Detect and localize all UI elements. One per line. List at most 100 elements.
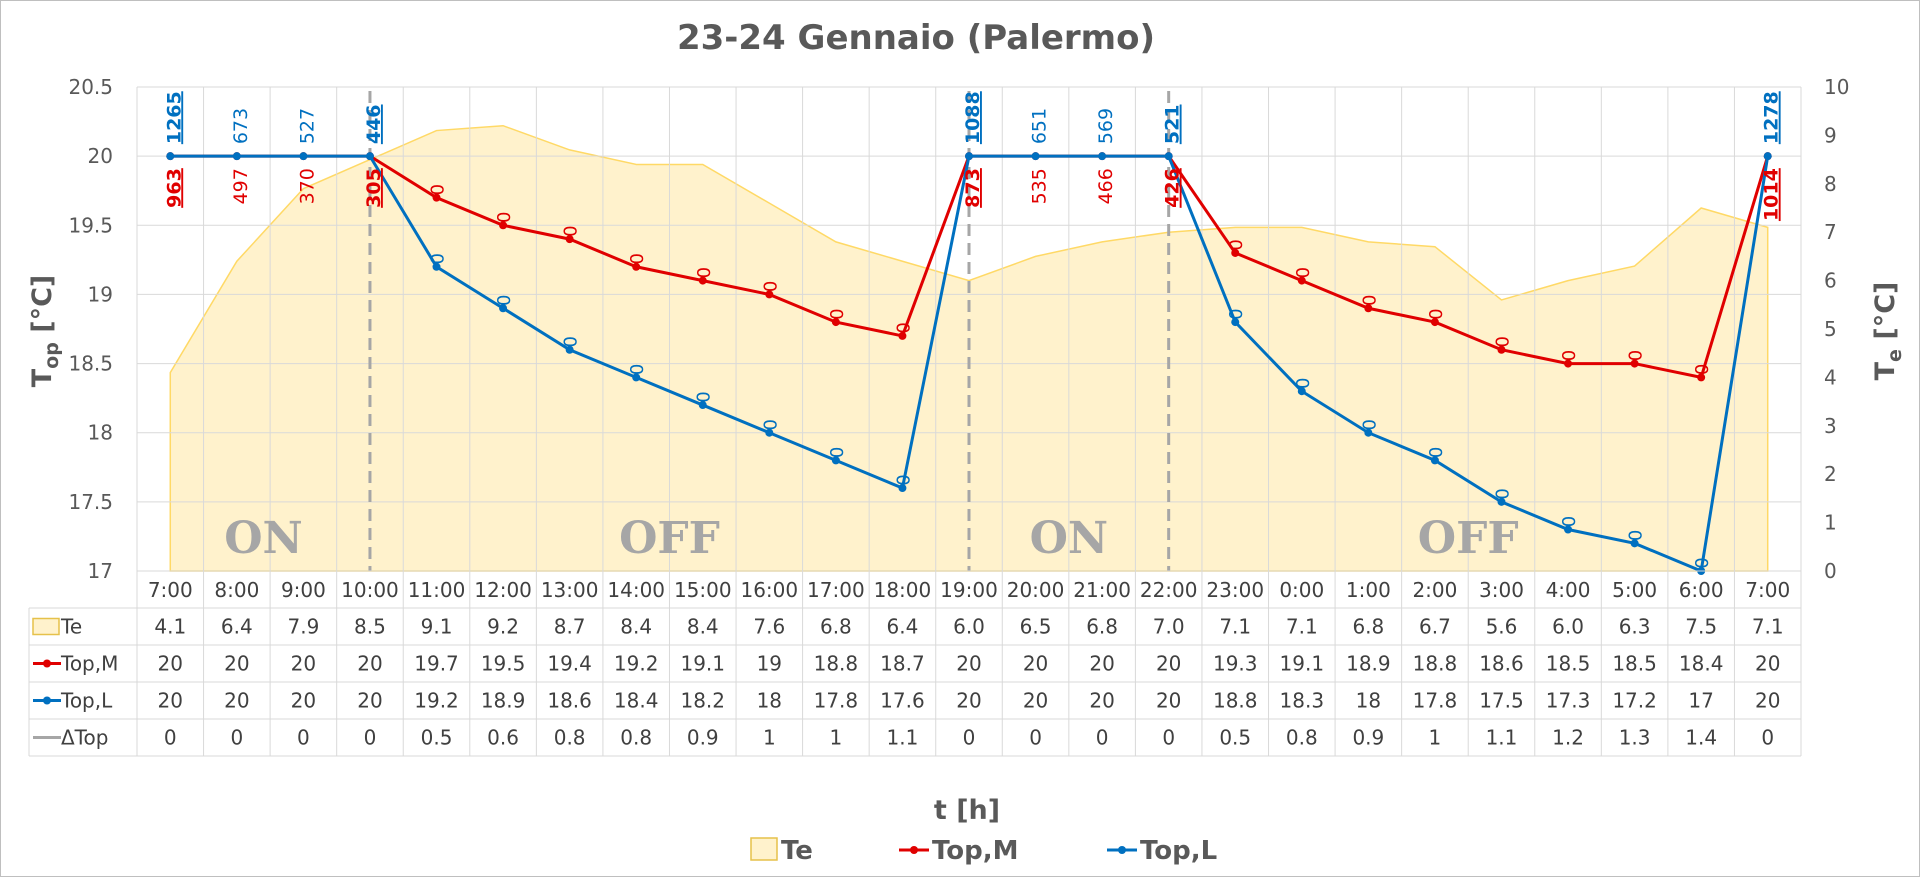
table-cell: 6.4 (887, 615, 919, 639)
table-cell: 18.6 (547, 689, 592, 713)
phase-label: ON (224, 513, 303, 564)
table-cell: 18.9 (481, 689, 526, 713)
top-m-point (1430, 318, 1439, 327)
top-l-point (1164, 152, 1173, 161)
table-cell: 0.5 (1219, 726, 1251, 750)
table-cell: 19.3 (1213, 652, 1258, 676)
x-tick-label: 21:00 (1073, 578, 1131, 602)
top-l-value-label: 673 (230, 108, 252, 144)
table-cell: 4.1 (154, 615, 186, 639)
x-tick-label: 0:00 (1279, 578, 1324, 602)
table-cell: 0 (297, 726, 310, 750)
x-tick-label: 5:00 (1612, 578, 1657, 602)
table-cell: 17.8 (814, 689, 859, 713)
table-cell: 7.6 (753, 615, 785, 639)
top-l-point (166, 152, 175, 161)
table-cell: 7.0 (1153, 615, 1185, 639)
table-cell: 6.0 (1552, 615, 1584, 639)
top-m-zero-marker: 0 (1293, 267, 1314, 278)
table-cell: 19.1 (680, 652, 725, 676)
table-cell: 0 (1096, 726, 1109, 750)
top-l-point (898, 484, 907, 493)
top-l-point (1098, 152, 1107, 161)
y2-axis-label-sub: e (1884, 349, 1906, 362)
y-axis-label-unit: [°C] (27, 275, 58, 342)
table-cell: 6.4 (221, 615, 253, 639)
table-cell: 18.8 (1213, 689, 1258, 713)
x-tick-label: 2:00 (1412, 578, 1457, 602)
table-cell: 0 (164, 726, 177, 750)
table-key-marker (43, 659, 51, 668)
top-l-value-label: 1265 (163, 91, 185, 144)
table-cell: 17 (1688, 689, 1713, 713)
table-cell: 5.6 (1486, 615, 1518, 639)
table-cell: 9.2 (487, 615, 519, 639)
top-l-point (632, 373, 641, 382)
y2-tick-label: 0 (1824, 559, 1837, 583)
top-l-point (831, 456, 840, 465)
x-tick-label: 11:00 (408, 578, 466, 602)
table-cell: 18.8 (1413, 652, 1458, 676)
top-l-zero-marker: 0 (1559, 516, 1580, 527)
top-m-value-label: 963 (163, 168, 185, 208)
table-cell: 17.8 (1413, 689, 1458, 713)
table-cell: 18.5 (1546, 652, 1591, 676)
y-tick-label: 17.5 (68, 490, 113, 514)
table-cell: 18.3 (1280, 689, 1325, 713)
x-tick-label: 10:00 (341, 578, 399, 602)
table-cell: 0 (364, 726, 377, 750)
table-cell: 19.1 (1280, 652, 1325, 676)
table-cell: 20 (291, 652, 316, 676)
top-l-point (232, 152, 241, 161)
top-l-zero-marker: 0 (893, 474, 914, 485)
table-cell: 8.5 (354, 615, 386, 639)
y2-tick-label: 3 (1824, 414, 1837, 438)
top-m-point (1697, 373, 1706, 382)
table-key-marker (43, 696, 51, 705)
top-m-value-label: 535 (1029, 168, 1051, 204)
chart-title: 23-24 Gennaio (Palermo) (677, 18, 1155, 58)
table-cell: 17.5 (1479, 689, 1524, 713)
table-cell: 18.9 (1346, 652, 1391, 676)
table-cell: 18.4 (614, 689, 659, 713)
x-tick-label: 20:00 (1007, 578, 1065, 602)
top-l-value-label: 521 (1162, 104, 1184, 144)
y-axis-label: Top [°C] (27, 275, 63, 387)
y2-axis-label-unit: [°C] (1870, 282, 1901, 349)
table-cell: 19.2 (614, 652, 659, 676)
x-tick-label: 9:00 (281, 578, 326, 602)
table-cell: 20 (1023, 652, 1048, 676)
top-l-zero-marker: 0 (1492, 488, 1513, 499)
top-l-zero-marker: 0 (1692, 557, 1713, 568)
y-tick-label: 18.5 (68, 352, 113, 376)
table-cell: 6.3 (1619, 615, 1651, 639)
y-axis-label-sub: op (41, 342, 63, 369)
table-cell: 19.5 (481, 652, 526, 676)
table-cell: 20 (158, 689, 183, 713)
top-m-zero-marker: 0 (1359, 295, 1380, 306)
top-m-point (1364, 304, 1373, 313)
top-m-point (831, 318, 840, 327)
table-cell: 1.1 (1486, 726, 1518, 750)
table-cell: 20 (158, 652, 183, 676)
top-l-zero-marker: 0 (627, 364, 648, 375)
top-l-point (1231, 318, 1240, 327)
x-tick-label: 23:00 (1206, 578, 1264, 602)
table-cell: 1.3 (1619, 726, 1651, 750)
top-l-point (365, 152, 374, 161)
x-tick-label: 4:00 (1546, 578, 1591, 602)
top-m-point (898, 331, 907, 340)
top-l-point (299, 152, 308, 161)
top-l-point (1564, 525, 1573, 534)
top-l-value-label: 446 (363, 104, 385, 144)
top-l-point (1031, 152, 1040, 161)
table-cell: 17.2 (1612, 689, 1657, 713)
top-m-value-label: 466 (1095, 168, 1117, 204)
table-cell: 20 (1755, 689, 1780, 713)
phase-label: ON (1030, 513, 1109, 564)
table-cell: 19 (757, 652, 782, 676)
top-m-point (1497, 345, 1506, 354)
table-cell: 0.5 (421, 726, 453, 750)
table-cell: 20 (224, 652, 249, 676)
x-tick-label: 13:00 (541, 578, 599, 602)
